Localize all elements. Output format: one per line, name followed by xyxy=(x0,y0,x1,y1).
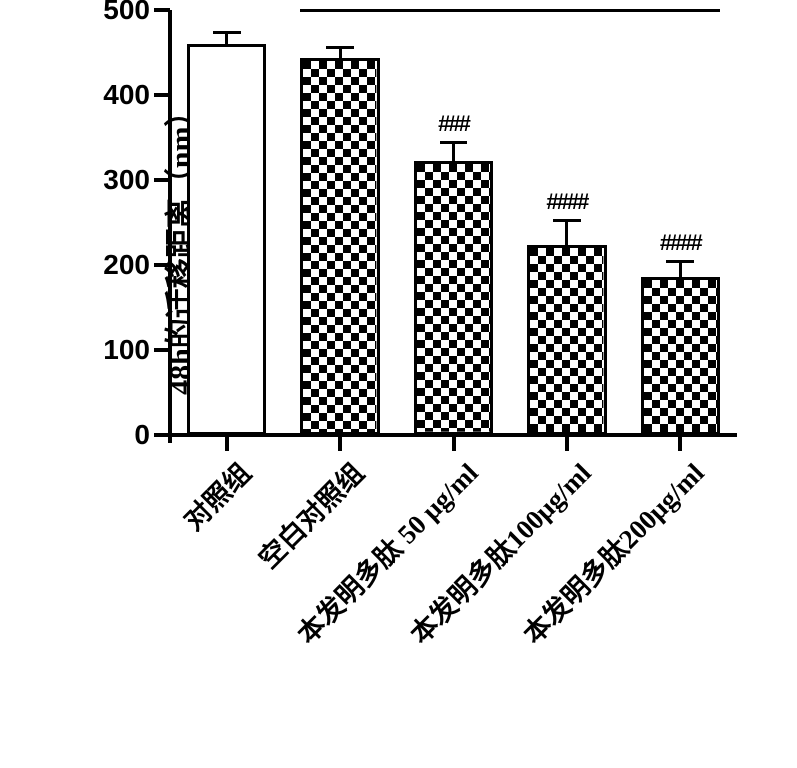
error-bar-stem xyxy=(679,262,682,277)
y-tick xyxy=(154,8,170,12)
y-tick-label: 0 xyxy=(134,419,150,451)
error-bar-cap xyxy=(213,31,241,34)
bar xyxy=(414,161,493,435)
significance-label: #### xyxy=(660,230,701,256)
y-tick-label: 300 xyxy=(103,164,150,196)
y-tick xyxy=(154,178,170,182)
bar xyxy=(187,44,266,435)
y-tick xyxy=(154,433,170,437)
y-tick-label: 500 xyxy=(103,0,150,26)
y-axis-line xyxy=(168,10,172,443)
y-tick xyxy=(154,348,170,352)
x-tick xyxy=(565,435,569,451)
comparison-span-line xyxy=(300,9,720,12)
y-tick-label: 400 xyxy=(103,79,150,111)
y-tick-label: 200 xyxy=(103,249,150,281)
bar xyxy=(300,58,379,435)
x-tick xyxy=(678,435,682,451)
plot-area: 0100200300400500对照组 空白对照组 ###本发明多肽 50 μg… xyxy=(170,10,737,435)
y-tick xyxy=(154,93,170,97)
y-tick xyxy=(154,263,170,267)
x-tick-label: 本发明多肽100μg/ml xyxy=(365,459,596,690)
error-bar-stem xyxy=(565,221,568,245)
error-bar-stem xyxy=(452,143,455,162)
bar xyxy=(641,277,720,435)
figure: 48h的迁移距离（nm） 0100200300400500对照组 空白对照组 #… xyxy=(0,0,797,768)
error-bar-cap xyxy=(326,46,354,49)
error-bar-cap xyxy=(553,219,581,222)
significance-label: #### xyxy=(546,189,587,215)
x-tick-label: 本发明多肽 50 μg/ml xyxy=(251,459,482,690)
error-bar-stem xyxy=(339,47,342,57)
x-tick xyxy=(452,435,456,451)
error-bar-stem xyxy=(225,32,228,44)
x-tick xyxy=(338,435,342,451)
error-bar-cap xyxy=(440,141,468,144)
error-bar-cap xyxy=(666,260,694,263)
x-tick-label: 空白对照组 xyxy=(138,459,369,690)
x-tick xyxy=(225,435,229,451)
y-tick-label: 100 xyxy=(103,334,150,366)
x-tick-label: 对照组 xyxy=(25,459,256,690)
x-tick-label: 本发明多肽200μg/ml xyxy=(478,459,709,690)
bar xyxy=(527,245,606,435)
significance-label: ### xyxy=(438,111,469,137)
